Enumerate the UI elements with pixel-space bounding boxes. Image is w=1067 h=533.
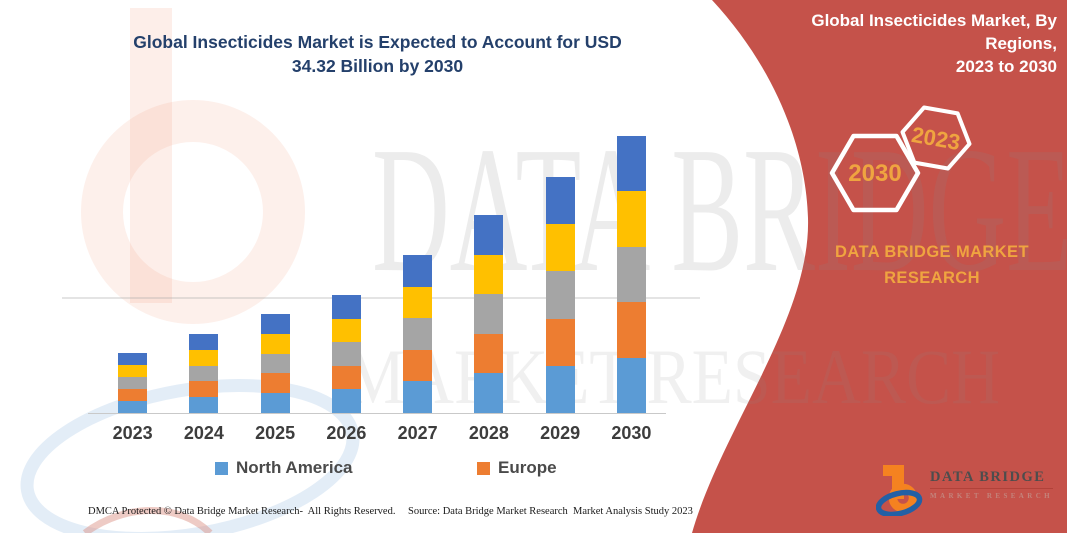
legend-swatch-europe (477, 461, 490, 475)
x-axis-label-2027: 2027 (397, 423, 438, 443)
legend-label-europe: Europe (498, 458, 557, 477)
bar-segment-2024-series-5 (189, 334, 219, 350)
bar-segment-2030-series-3 (616, 246, 646, 303)
bar-segment-2026-europe (331, 365, 361, 390)
footer-dmca-note: DMCA Protected © Data Bridge Market Rese… (88, 506, 396, 517)
legend-label-north-america: North America (236, 458, 353, 477)
bar-segment-2025-series-3 (260, 353, 290, 374)
x-axis-label-2029: 2029 (540, 423, 581, 443)
bar-segment-2030-north-america (616, 357, 646, 413)
company-logo-name: DATA BRIDGE (930, 469, 1054, 489)
bar-segment-2027-europe (403, 349, 433, 382)
bar-segment-2029-series-3 (545, 271, 575, 319)
side-panel-shape (692, 0, 1067, 533)
bar-stack-2023 (118, 353, 148, 413)
bar-segment-2028-series-4 (474, 254, 504, 295)
watermark-text-row2: MARKET RESEARCH (345, 333, 1000, 420)
bar-column-2026 (311, 120, 382, 413)
x-axis-label-2030: 2030 (611, 423, 652, 443)
bar-segment-2026-north-america (331, 389, 361, 413)
bar-segment-2025-europe (260, 373, 290, 394)
bar-segment-2026-series-3 (331, 342, 361, 366)
bar-segment-2025-series-5 (260, 314, 290, 334)
bar-stack-2027 (403, 255, 433, 413)
chart-title-line1: Global Insecticides Market is Expected t… (133, 32, 622, 52)
legend-item-north-america: North America (215, 458, 353, 478)
company-logo-subtitle: MARKET RESEARCH (930, 492, 1054, 500)
side-panel-title: Global Insecticides Market, By Regions, … (738, 10, 1057, 79)
bar-segment-2028-series-3 (474, 294, 504, 334)
chart-title-line2: 34.32 Billion by 2030 (291, 56, 464, 77)
bar-segment-2024-north-america (189, 397, 219, 413)
watermark-logo-stem (130, 8, 172, 303)
hexagon-2023-label: 2023 (910, 122, 963, 155)
bar-stack-2024 (189, 334, 219, 413)
hexagon-2030: 2030 (829, 133, 921, 213)
bar-segment-2030-series-5 (616, 136, 646, 192)
x-axis-label-2028: 2028 (468, 423, 509, 443)
bar-segment-2030-europe (616, 302, 646, 358)
bar-segment-2025-north-america (260, 393, 290, 413)
x-axis-labels: 2023 2024 2025 2026 2027 2028 2029 2030 (97, 423, 667, 444)
bar-segment-2024-series-3 (189, 365, 219, 382)
bar-segment-2028-north-america (474, 373, 504, 413)
x-axis-label-2023: 2023 (112, 423, 153, 443)
hexagon-2030-label: 2030 (848, 160, 901, 187)
bar-segment-2023-europe (118, 389, 148, 401)
bar-column-2029 (525, 120, 596, 413)
bar-segment-2029-series-4 (545, 224, 575, 272)
bar-column-2025 (240, 120, 311, 413)
x-axis-label-2026: 2026 (326, 423, 367, 443)
company-logo: DATA BRIDGE MARKET RESEARCH (876, 460, 1054, 516)
brand-wordmark-line2: RESEARCH (884, 268, 980, 287)
bar-segment-2024-europe (189, 381, 219, 398)
side-panel-title-line1: Global Insecticides Market, By Regions, (811, 11, 1057, 53)
bar-segment-2026-series-4 (331, 318, 361, 343)
bar-segment-2027-series-4 (403, 286, 433, 319)
brand-wordmark-line1: DATA BRIDGE MARKET (835, 243, 1029, 261)
watermark-red-arc (82, 507, 213, 533)
x-axis-line (88, 413, 666, 414)
x-axis-label-2024: 2024 (183, 423, 224, 443)
bar-segment-2023-series-4 (118, 365, 148, 377)
bar-stack-2028 (474, 215, 504, 413)
bar-segment-2028-europe (474, 333, 504, 374)
bar-stack-2029 (545, 177, 575, 413)
legend-swatch-north-america (215, 461, 228, 475)
bar-segment-2029-north-america (545, 365, 575, 413)
bar-column-2030 (596, 120, 667, 413)
watermark-logo-bowl (81, 100, 305, 324)
bar-segment-2023-series-5 (118, 353, 148, 365)
bar-column-2028 (453, 120, 524, 413)
bar-column-2023 (97, 120, 168, 413)
bar-segment-2027-north-america (403, 381, 433, 413)
bar-segment-2023-north-america (118, 401, 148, 413)
bar-column-2027 (382, 120, 453, 413)
bar-segment-2027-series-5 (403, 255, 433, 287)
bar-segment-2029-series-5 (545, 177, 575, 225)
bar-segment-2026-series-5 (331, 295, 361, 319)
bar-stack-2025 (260, 314, 290, 413)
bar-segment-2024-series-4 (189, 349, 219, 366)
bar-segment-2025-series-4 (260, 333, 290, 354)
bar-chart-plot-area (97, 120, 667, 413)
company-logo-icon (876, 465, 923, 516)
bar-segment-2030-series-4 (616, 191, 646, 247)
side-panel-title-line2: 2023 to 2030 (955, 56, 1057, 76)
x-axis-label-2025: 2025 (255, 423, 296, 443)
footer-source-note: Source: Data Bridge Market Research Mark… (408, 506, 693, 517)
legend-item-europe: Europe (477, 458, 557, 478)
bar-column-2024 (168, 120, 239, 413)
hexagon-year-badges: 2023 2030 (829, 105, 972, 213)
bar-segment-2028-series-5 (474, 215, 504, 255)
bar-stack-2026 (331, 295, 361, 413)
bar-segment-2023-series-3 (118, 377, 148, 389)
brand-wordmark: DATA BRIDGE MARKET RESEARCH (818, 240, 1046, 291)
bar-segment-2027-series-3 (403, 318, 433, 350)
bar-segment-2029-europe (545, 318, 575, 366)
chart-title: Global Insecticides Market is Expected t… (85, 30, 670, 78)
bar-stack-2030 (616, 136, 646, 413)
